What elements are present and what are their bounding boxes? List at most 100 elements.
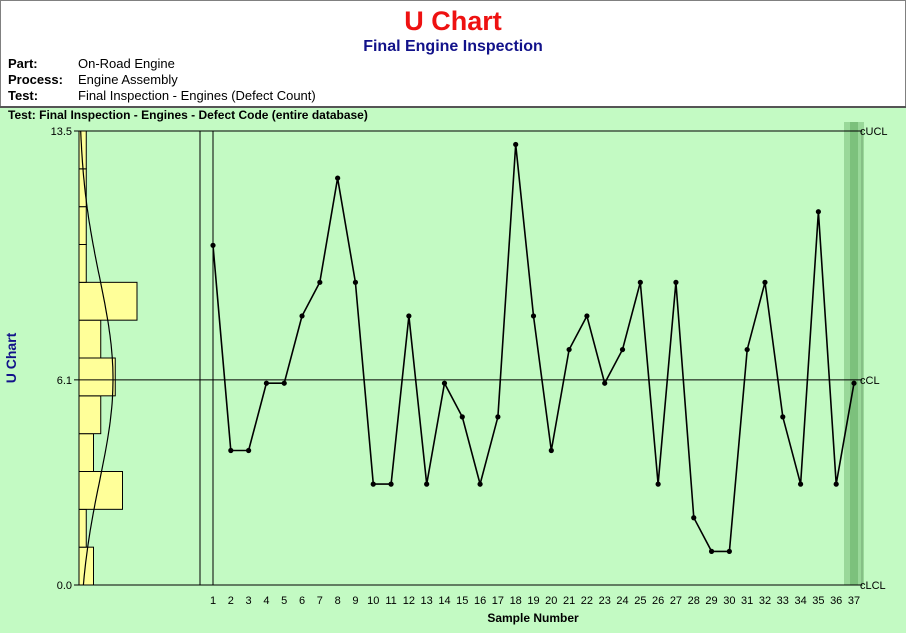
data-point bbox=[815, 209, 821, 215]
data-point bbox=[210, 242, 216, 248]
test-value: Final Inspection - Engines (Defect Count… bbox=[78, 88, 316, 103]
x-tick-label: 29 bbox=[705, 595, 717, 607]
data-point bbox=[246, 447, 252, 454]
x-tick-label: 28 bbox=[688, 595, 700, 607]
x-tick-label: 7 bbox=[317, 595, 323, 607]
data-point bbox=[530, 313, 537, 319]
y-tick-label: 6.1 bbox=[57, 375, 72, 387]
data-point bbox=[673, 279, 679, 285]
data-point bbox=[655, 481, 661, 487]
data-point bbox=[317, 279, 323, 285]
x-tick-label: 1 bbox=[210, 595, 216, 607]
histogram-bar bbox=[78, 433, 94, 472]
x-tick-label: 22 bbox=[581, 595, 593, 607]
data-point bbox=[281, 380, 287, 386]
x-tick-label: 9 bbox=[352, 595, 358, 607]
x-tick-label: 6 bbox=[299, 595, 305, 607]
x-tick-label: 17 bbox=[492, 595, 504, 607]
data-point bbox=[584, 313, 590, 319]
histogram-bar bbox=[78, 357, 116, 397]
control-limit-label: cUCL bbox=[860, 126, 888, 138]
data-point bbox=[441, 380, 448, 386]
x-tick-label: 23 bbox=[599, 595, 611, 607]
x-tick-label: 30 bbox=[723, 595, 735, 607]
control-limit-label: cLCL bbox=[860, 580, 886, 592]
data-point bbox=[851, 380, 857, 386]
test-label: Test: bbox=[8, 88, 39, 103]
x-tick-label: 12 bbox=[403, 595, 415, 607]
series-line bbox=[212, 144, 855, 553]
data-point bbox=[352, 279, 359, 285]
part-value: On-Road Engine bbox=[78, 56, 175, 71]
data-point bbox=[513, 141, 519, 148]
y-tick-label: 13.5 bbox=[51, 126, 72, 138]
plot-area bbox=[0, 106, 906, 633]
histogram-bar bbox=[78, 395, 102, 435]
data-point bbox=[691, 515, 697, 521]
x-tick-label: 21 bbox=[563, 595, 575, 607]
data-point bbox=[833, 481, 839, 487]
x-tick-label: 20 bbox=[545, 595, 557, 607]
data-point bbox=[602, 380, 608, 386]
data-point bbox=[459, 414, 465, 420]
highlight-band-core bbox=[850, 122, 858, 585]
x-tick-label: 5 bbox=[281, 595, 287, 607]
x-tick-label: 11 bbox=[385, 595, 396, 607]
x-tick-label: 2 bbox=[228, 595, 234, 607]
data-point bbox=[335, 175, 341, 181]
data-point bbox=[406, 313, 412, 319]
y-axis-label: U Chart bbox=[3, 332, 19, 383]
x-tick-label: 13 bbox=[421, 595, 433, 607]
x-tick-label: 25 bbox=[634, 595, 646, 607]
x-tick-label: 36 bbox=[830, 595, 842, 607]
x-tick-label: 14 bbox=[438, 595, 450, 607]
x-tick-label: 16 bbox=[474, 595, 486, 607]
data-point bbox=[228, 447, 234, 454]
process-value: Engine Assembly bbox=[78, 72, 178, 87]
plot-frame bbox=[212, 130, 863, 586]
x-tick-label: 15 bbox=[456, 595, 468, 607]
data-point bbox=[619, 346, 626, 353]
x-tick-label: 33 bbox=[777, 595, 789, 607]
data-point bbox=[370, 481, 376, 487]
data-point bbox=[780, 414, 786, 420]
data-point bbox=[299, 313, 305, 319]
x-tick-label: 24 bbox=[616, 595, 628, 607]
data-point bbox=[424, 481, 430, 487]
x-tick-label: 31 bbox=[741, 595, 753, 607]
process-label: Process: bbox=[8, 72, 63, 87]
x-tick-label: 35 bbox=[812, 595, 824, 607]
data-point bbox=[637, 279, 643, 285]
data-point bbox=[477, 481, 483, 487]
data-point bbox=[762, 279, 768, 285]
data-point bbox=[495, 414, 501, 420]
x-tick-label: 27 bbox=[670, 595, 682, 607]
control-limit-label: cCL bbox=[860, 375, 880, 387]
data-point bbox=[797, 481, 804, 487]
histogram-bar bbox=[78, 206, 87, 246]
histogram-bar bbox=[78, 244, 87, 283]
panel-title: Test: Final Inspection - Engines - Defec… bbox=[8, 108, 368, 122]
x-tick-label: 10 bbox=[367, 595, 379, 607]
data-point bbox=[744, 346, 750, 353]
histogram-bar bbox=[78, 546, 94, 586]
data-point bbox=[708, 548, 715, 554]
data-point bbox=[263, 380, 270, 386]
x-axis-label: Sample Number bbox=[487, 611, 579, 625]
normal-curve bbox=[80, 130, 114, 586]
part-label: Part: bbox=[8, 56, 38, 71]
x-tick-label: 19 bbox=[527, 595, 539, 607]
data-point bbox=[388, 481, 394, 487]
data-point bbox=[726, 548, 732, 554]
histogram-bar bbox=[78, 281, 138, 321]
histogram-bar bbox=[78, 319, 102, 359]
x-tick-label: 8 bbox=[335, 595, 341, 607]
histogram-bar bbox=[78, 508, 87, 548]
data-point bbox=[566, 346, 572, 353]
x-tick-label: 32 bbox=[759, 595, 771, 607]
x-tick-label: 34 bbox=[794, 595, 806, 607]
x-tick-label: 26 bbox=[652, 595, 664, 607]
y-tick-label: 0.0 bbox=[57, 580, 72, 592]
x-tick-label: 4 bbox=[263, 595, 269, 607]
